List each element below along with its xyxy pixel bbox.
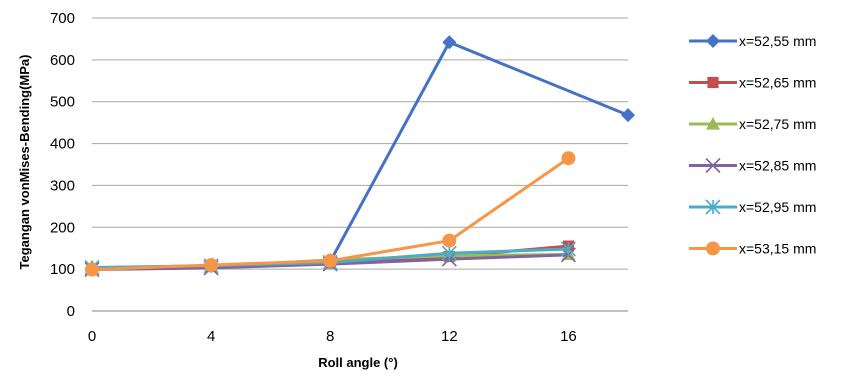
legend-entry: x=53,15 mm	[689, 241, 816, 257]
series-6	[85, 151, 576, 277]
legend-marker	[706, 241, 720, 256]
data-point	[323, 253, 338, 268]
legend: x=52,55 mm x=52,65 mm x=52,75 mm x=52,85 mm…	[689, 33, 816, 257]
y-tick-label: 300	[50, 177, 75, 194]
legend-label: x=52,55 mm	[739, 33, 816, 49]
legend-entry: x=52,95 mm	[689, 199, 816, 215]
legend-entry: x=52,75 mm	[689, 116, 816, 132]
legend-label: x=52,85 mm	[739, 158, 816, 174]
x-tick-label: 0	[88, 328, 96, 345]
series-1	[85, 35, 635, 275]
legend-marker	[705, 157, 721, 174]
y-tick-label: 200	[50, 219, 75, 236]
y-tick-label: 500	[50, 94, 75, 111]
tick-labels: 0 100 200 300 400 500 600 700 0 4 8 12 16	[50, 10, 577, 345]
x-axis-title: Roll angle (°)	[318, 355, 398, 370]
legend-marker	[706, 34, 720, 48]
series-group	[84, 35, 635, 278]
data-point	[561, 151, 576, 166]
y-tick-label: 100	[50, 261, 75, 278]
data-point	[442, 233, 457, 248]
legend-label: x=53,15 mm	[739, 241, 816, 257]
legend-marker	[707, 76, 719, 89]
legend-marker	[706, 117, 720, 130]
legend-marker	[705, 199, 721, 215]
y-tick-label: 600	[50, 52, 75, 69]
marker-stroke	[705, 157, 721, 174]
y-tick-label: 0	[67, 303, 75, 320]
series-line	[91, 40, 629, 270]
y-tick-label: 700	[50, 10, 75, 27]
legend-entry: x=52,55 mm	[689, 33, 816, 49]
x-tick-label: 8	[326, 328, 334, 345]
data-point	[621, 108, 635, 123]
data-point	[441, 245, 457, 261]
y-axis-title: Tegangan vonMises-Bending(MPa)	[17, 55, 32, 270]
data-point	[85, 262, 99, 277]
data-point	[560, 241, 577, 257]
x-tick-label: 4	[207, 328, 215, 345]
legend-label: x=52,95 mm	[739, 199, 816, 215]
data-point	[442, 35, 457, 50]
data-point	[204, 257, 219, 272]
legend-entry: x=52,85 mm	[689, 158, 816, 174]
y-tick-label: 400	[50, 136, 75, 153]
x-tick-label: 16	[560, 328, 577, 345]
legend-label: x=52,75 mm	[739, 116, 816, 132]
legend-entry: x=52,65 mm	[689, 75, 816, 91]
x-tick-label: 12	[441, 328, 458, 345]
gridlines	[92, 17, 628, 270]
legend-label: x=52,65 mm	[739, 75, 816, 91]
